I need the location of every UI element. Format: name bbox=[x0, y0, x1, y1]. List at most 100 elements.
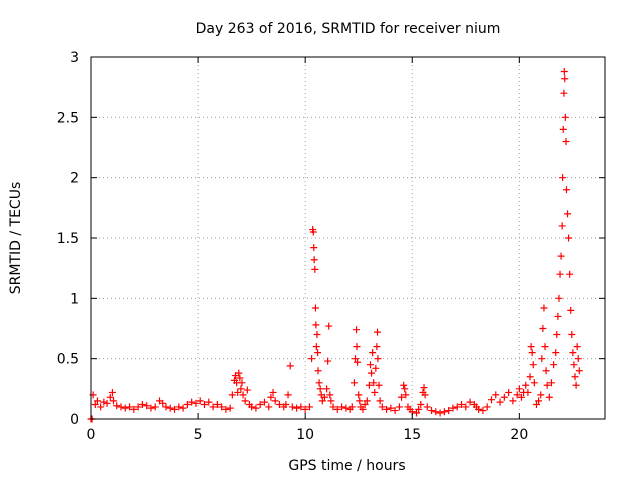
data-point bbox=[117, 403, 125, 411]
data-point bbox=[213, 401, 221, 409]
data-point bbox=[532, 401, 540, 409]
data-point bbox=[130, 405, 138, 413]
data-point bbox=[564, 210, 572, 218]
data-point bbox=[241, 397, 249, 405]
data-point bbox=[466, 398, 474, 406]
data-point bbox=[400, 381, 408, 389]
data-point bbox=[338, 403, 346, 411]
data-point bbox=[201, 401, 209, 409]
data-point bbox=[568, 331, 576, 339]
data-point bbox=[415, 405, 423, 413]
data-point bbox=[109, 397, 117, 405]
data-point bbox=[517, 393, 525, 401]
data-point bbox=[420, 384, 428, 392]
data-point bbox=[492, 391, 500, 399]
data-point bbox=[171, 405, 179, 413]
x-tick-label: 20 bbox=[510, 427, 528, 443]
data-point bbox=[351, 355, 359, 363]
data-point bbox=[196, 397, 204, 405]
data-point bbox=[311, 265, 319, 273]
data-point bbox=[356, 397, 364, 405]
data-point bbox=[275, 401, 283, 409]
data-point bbox=[524, 388, 532, 396]
data-point bbox=[192, 399, 200, 407]
data-point bbox=[428, 407, 436, 415]
data-point bbox=[226, 404, 234, 412]
data-point bbox=[265, 403, 273, 411]
data-point bbox=[166, 404, 174, 412]
y-tick-label: 3 bbox=[70, 50, 79, 66]
data-point bbox=[453, 403, 461, 411]
x-tick-label: 0 bbox=[87, 427, 96, 443]
data-point bbox=[402, 391, 410, 399]
data-point bbox=[483, 403, 491, 411]
data-point bbox=[540, 304, 548, 312]
data-point bbox=[496, 398, 504, 406]
data-point bbox=[284, 391, 292, 399]
data-point bbox=[134, 403, 142, 411]
data-point bbox=[113, 402, 121, 410]
axis-ticks: 0 5 10 15 20 0 0.5 1 1.5 2 2.5 3 bbox=[57, 50, 605, 443]
data-point bbox=[348, 403, 356, 411]
data-point bbox=[562, 186, 570, 194]
data-point bbox=[374, 355, 382, 363]
data-point bbox=[312, 321, 320, 329]
data-point bbox=[209, 403, 217, 411]
data-point bbox=[560, 89, 568, 97]
data-point bbox=[313, 331, 321, 339]
data-point bbox=[179, 404, 187, 412]
data-point bbox=[320, 393, 328, 401]
data-point bbox=[423, 403, 431, 411]
data-point bbox=[575, 367, 583, 375]
data-point bbox=[535, 397, 543, 405]
data-point bbox=[542, 367, 550, 375]
data-point bbox=[458, 401, 466, 409]
data-point bbox=[237, 385, 245, 393]
data-point bbox=[310, 256, 318, 264]
data-point bbox=[106, 393, 114, 401]
data-point bbox=[500, 393, 508, 401]
y-tick-label: 0 bbox=[70, 412, 79, 428]
x-tick-label: 5 bbox=[194, 427, 203, 443]
data-point bbox=[570, 361, 578, 369]
data-point bbox=[550, 361, 558, 369]
data-point bbox=[529, 361, 537, 369]
data-point bbox=[432, 408, 440, 416]
data-point bbox=[561, 75, 569, 83]
data-point bbox=[159, 399, 167, 407]
data-point bbox=[151, 403, 159, 411]
x-tick-label: 10 bbox=[296, 427, 314, 443]
data-point bbox=[271, 397, 279, 405]
data-point bbox=[238, 379, 246, 387]
data-point bbox=[556, 270, 564, 278]
data-point bbox=[353, 343, 361, 351]
data-point bbox=[555, 294, 563, 302]
data-point bbox=[574, 355, 582, 363]
data-point bbox=[559, 125, 567, 133]
data-point bbox=[376, 397, 384, 405]
data-point bbox=[537, 391, 545, 399]
data-point bbox=[547, 379, 555, 387]
data-point bbox=[449, 404, 457, 412]
data-point bbox=[353, 326, 361, 334]
data-point bbox=[475, 405, 483, 413]
data-point bbox=[391, 407, 399, 415]
data-point bbox=[487, 396, 495, 404]
data-point bbox=[286, 362, 294, 370]
data-point bbox=[91, 401, 99, 409]
chart-title: Day 263 of 2016, SRMTID for receiver niu… bbox=[196, 21, 501, 37]
y-axis-label: SRMTID / TECUs bbox=[8, 182, 24, 295]
data-point bbox=[103, 399, 111, 407]
data-point bbox=[239, 391, 247, 399]
data-point bbox=[297, 403, 305, 411]
data-point bbox=[314, 367, 322, 375]
data-point bbox=[526, 373, 534, 381]
data-point bbox=[363, 397, 371, 405]
data-point bbox=[315, 379, 323, 387]
data-point bbox=[572, 381, 580, 389]
data-point bbox=[310, 244, 318, 252]
data-point bbox=[108, 388, 116, 396]
data-point bbox=[375, 381, 383, 389]
data-point bbox=[558, 222, 566, 230]
data-point bbox=[395, 403, 403, 411]
